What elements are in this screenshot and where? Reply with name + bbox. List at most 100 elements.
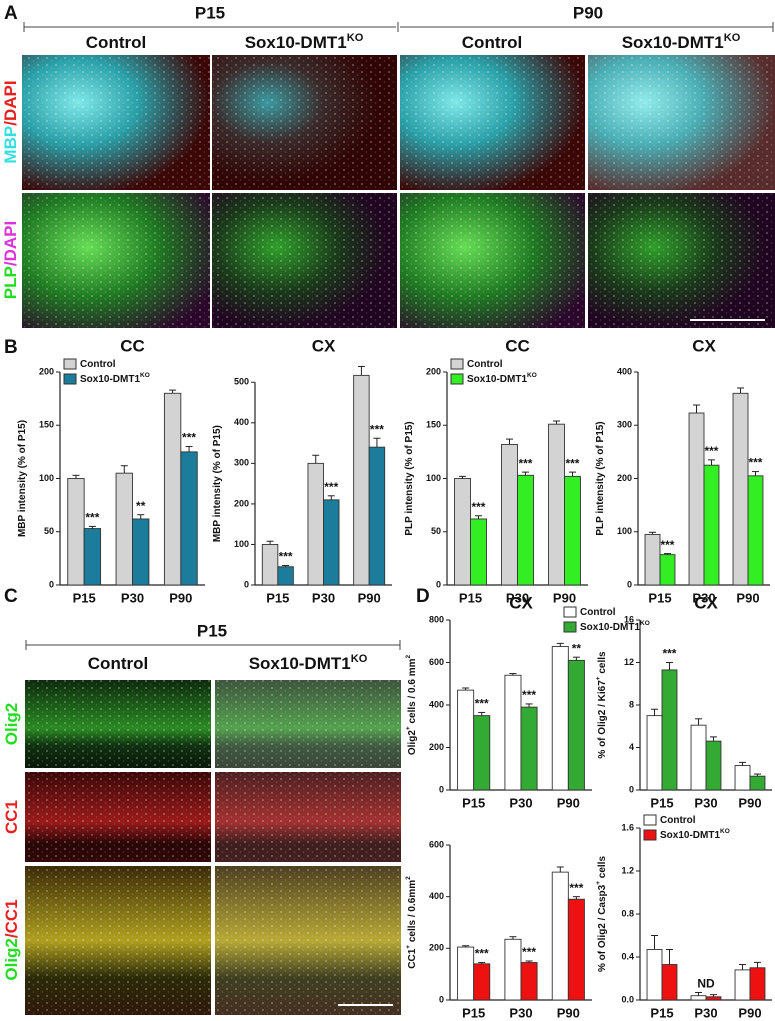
error-bar [651,935,659,950]
bar [470,518,487,586]
y-tick-label: 150 [426,420,441,430]
error-bar [737,387,745,394]
x-tick-label: P90 [557,1005,580,1020]
bar [277,566,294,586]
text-part: 2 [405,654,412,658]
error-bar [88,525,96,529]
legend-swatch [563,621,577,633]
text-part: + [595,676,602,680]
bar [457,689,475,791]
y-tick-label: 0.8 [621,908,634,918]
row-label: Olig2/CC1 [2,899,21,980]
x-tick-label: P15 [462,1005,485,1020]
y-tick-label: 200 [39,366,54,376]
y-axis-label: PLP intensity (% of P15) [595,421,606,535]
group-label: P90 [573,3,603,22]
legend-swatch [450,373,464,385]
text-part: cells [597,856,608,881]
y-tick-label: 0.0 [621,994,634,1004]
error-bar [509,936,517,940]
text-part: KO [720,828,730,835]
significance-label: *** [370,422,384,436]
error-bar [312,454,320,464]
group-label: P15 [195,3,225,22]
bar [705,740,722,791]
error-bar [462,945,470,948]
significance-label: *** [324,480,338,494]
bar [747,475,764,586]
text-part: Olig2 [2,703,21,746]
panel-c-images [25,680,401,1015]
y-tick-label: 600 [429,657,444,667]
y-tick-label: 1.2 [621,865,634,875]
text-part: /DAPI [1,80,20,125]
bar [688,412,705,586]
x-tick-label: P90 [553,590,576,605]
error-bar [506,438,514,445]
bar [661,964,678,1001]
error-bar [474,515,482,519]
legend-label: Sox10-DMT1KO [660,828,730,840]
bar [83,528,102,586]
legend-label: Control [80,359,116,370]
error-bar [709,736,717,742]
bar [690,724,707,791]
row-label: CC1 [2,800,21,834]
column-label: Control [88,654,148,673]
y-axis-label: % of Olig2 / Casp3+ cells [595,856,607,973]
error-bar [556,642,564,647]
bar [690,995,707,1001]
x-tick-label: P90 [169,590,192,605]
chart-title: CX [694,593,718,612]
chart-title: CX [692,336,716,355]
bar [659,554,676,586]
legend-label: Sox10-DMT1KO [580,620,650,632]
significance-label: *** [569,881,583,895]
error-bar [572,656,580,661]
y-axis-label: PLP intensity (% of P15) [404,421,415,535]
bar [564,475,581,586]
error-bar [695,718,703,726]
y-tick-label: 400 [429,699,444,709]
text-part: % of Olig2 / Casp3 [597,884,608,972]
error-bar [525,960,533,963]
error-bar [373,437,381,448]
x-tick-label: P30 [509,795,532,810]
y-tick-label: 300 [617,420,632,430]
text-part: CC1 [407,948,418,968]
error-bar [556,866,564,873]
text-part: Sox10-DMT1 [622,33,724,52]
y-tick-label: 0 [627,579,632,589]
y-tick-label: 200 [234,498,249,508]
text-part: KO [640,620,650,627]
group-label: P15 [197,621,227,640]
bar [261,544,279,586]
legend-label: Sox10-DMT1KO [467,372,537,384]
column-label: Sox10-DMT1KO [249,653,368,674]
text-part: /DAPI [1,221,20,266]
text-part: % of Olig2 / Ki67 [597,680,608,759]
significance-label: *** [662,647,676,661]
error-bar [649,531,657,535]
text-part: PLP intensity (% of P15) [595,421,606,535]
error-bar [169,389,177,394]
y-tick-label: 8 [629,699,634,709]
text-part: Olig2 [2,938,21,981]
y-axis-label: MBP intensity (% of P15) [17,420,28,537]
y-tick-label: 16 [624,614,634,624]
y-tick-label: 0 [244,579,249,589]
significance-label: *** [475,947,489,961]
text-part: /CC1 [2,899,21,938]
bar [548,423,565,586]
row-label: PLP/DAPI [1,221,20,299]
text-part: 2 [405,876,412,880]
y-tick-label: 0 [436,579,441,589]
y-tick-label: 0 [49,579,54,589]
bar [732,392,749,586]
bar [501,443,518,586]
x-tick-label: P30 [692,590,715,605]
text-part: MBP intensity (% of P15) [17,420,28,537]
y-tick-label: 0 [439,784,444,794]
y-axis-label: MBP intensity (% of P15) [212,425,223,542]
y-tick-label: 300 [234,458,249,468]
